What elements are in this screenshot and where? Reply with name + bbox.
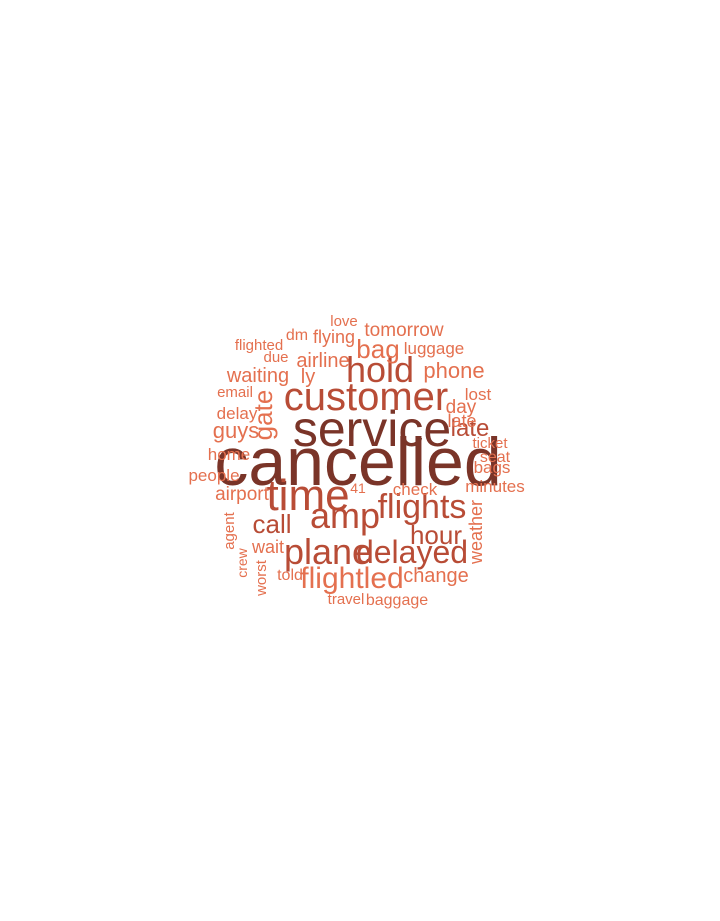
word-lost: lost bbox=[465, 385, 492, 404]
word-time: time bbox=[266, 471, 349, 520]
word-baggage: baggage bbox=[366, 592, 428, 609]
word-flights: flights bbox=[378, 488, 467, 526]
word-airport: airport bbox=[215, 484, 270, 505]
word-bag: bag bbox=[356, 334, 399, 364]
word-wait: wait bbox=[251, 537, 284, 557]
word-minutes: minutes bbox=[465, 477, 525, 496]
word-amp: amp bbox=[310, 495, 380, 536]
word-delay: delay bbox=[217, 404, 258, 423]
word-check: check bbox=[393, 480, 438, 499]
word-change: change bbox=[403, 565, 469, 587]
word-told: told bbox=[277, 567, 303, 584]
word-people: people bbox=[188, 466, 239, 485]
word-ly: ly bbox=[301, 366, 315, 388]
word-flying: flying bbox=[313, 327, 355, 347]
word-late: late bbox=[451, 415, 490, 442]
word-love: love bbox=[330, 313, 358, 330]
word-seat: seat bbox=[480, 449, 511, 466]
word-ticket: ticket bbox=[472, 435, 508, 452]
word-flighted: flighted bbox=[235, 337, 283, 354]
word-agent: agent bbox=[221, 511, 238, 549]
word-plane: plane bbox=[284, 531, 372, 572]
word-41: 41 bbox=[350, 480, 366, 496]
word-bags: bags bbox=[474, 458, 511, 477]
word-worst: worst bbox=[253, 559, 270, 597]
word-gate: gate bbox=[248, 390, 278, 441]
word-luggage: luggage bbox=[404, 339, 465, 358]
word-hold: hold bbox=[346, 349, 414, 390]
word-call: call bbox=[252, 509, 291, 539]
word-dm: dm bbox=[286, 327, 308, 344]
word-crew: crew bbox=[234, 547, 250, 577]
word-travel: travel bbox=[328, 591, 365, 608]
word-tomorrow: tomorrow bbox=[364, 320, 443, 341]
word-guys: guys bbox=[213, 418, 259, 443]
word-service: service bbox=[293, 401, 451, 457]
word-late: late bbox=[447, 411, 476, 431]
word-flightled: flightled bbox=[300, 562, 403, 595]
word-hour: hour bbox=[410, 520, 462, 550]
word-email: email bbox=[217, 384, 253, 401]
word-day: day bbox=[446, 397, 477, 418]
word-cancelled: cancelled bbox=[214, 424, 501, 500]
word-phone: phone bbox=[423, 358, 484, 383]
word-waiting: waiting bbox=[226, 365, 289, 387]
word-customer: customer bbox=[284, 375, 449, 419]
word-home: home bbox=[208, 445, 251, 464]
word-airline: airline bbox=[296, 350, 349, 372]
word-due: due bbox=[263, 349, 288, 366]
word-weather: weather bbox=[466, 500, 486, 565]
word-delayed: delayed bbox=[356, 534, 468, 570]
